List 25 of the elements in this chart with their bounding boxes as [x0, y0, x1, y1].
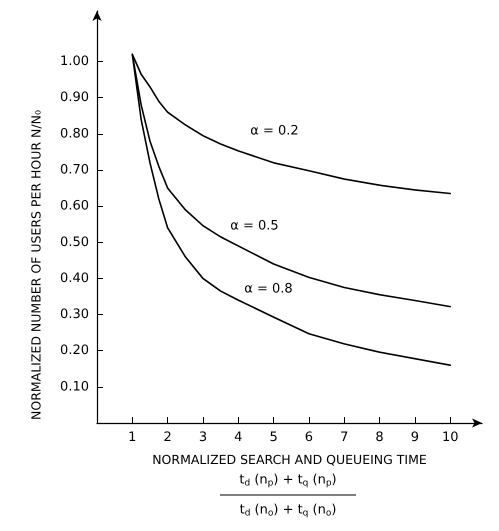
y-tick-label: 0.70 — [60, 162, 89, 178]
y-tick-label: 0.40 — [60, 270, 89, 286]
y-tick-label: 0.80 — [60, 126, 89, 142]
x-tick-label: 6 — [304, 430, 314, 445]
y-tick-label: 0.10 — [60, 379, 89, 394]
y-tick-label: 0.20 — [60, 343, 89, 358]
series-label: α = 0.8 — [244, 282, 293, 297]
y-tick-label: 0.90 — [60, 90, 89, 106]
y-tick-label: 0.60 — [60, 198, 89, 214]
x-tick-label: 7 — [340, 430, 348, 445]
y-axis-title: NORMALIZED NUMBER OF USERS PER HOUR N/N₀ — [28, 110, 44, 420]
x-tick-label: 5 — [269, 430, 278, 445]
y-tick-label: 0.30 — [60, 307, 89, 322]
x-tick-label: 4 — [234, 430, 242, 445]
series-label: α = 0.2 — [250, 123, 299, 138]
x-tick-label: 1 — [128, 430, 136, 445]
x-axis-title: NORMALIZED SEARCH AND QUEUEING TIME — [152, 452, 427, 467]
y-tick-label: 1.00 — [60, 54, 89, 70]
series-label: α = 0.5 — [230, 218, 279, 234]
x-tick-label: 8 — [375, 430, 384, 445]
y-tick-label: 0.50 — [60, 234, 89, 250]
x-tick-label: 9 — [410, 430, 420, 445]
x-tick-label: 2 — [164, 430, 172, 445]
x-tick-label: 10 — [442, 430, 458, 445]
x-tick-label: 3 — [198, 430, 208, 445]
